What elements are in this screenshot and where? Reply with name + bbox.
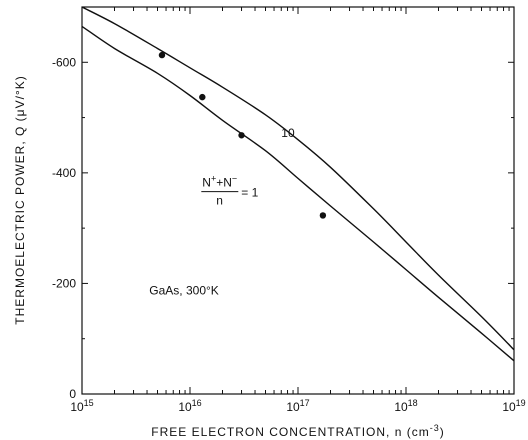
y-tick-label-2: -400 [52,166,76,180]
annotations: 10 N++N− n = 1 GaAs, 300°K [149,126,295,298]
y-axis-ticks: 0 -200 -400 -600 [52,55,514,401]
data-point-1 [199,93,206,101]
plot-frame [81,6,515,395]
x-axis-title: FREE ELECTRON CONCENTRATION, n (cm-3) [151,423,444,439]
curves [81,6,515,362]
x-axis-title-close: ) [440,425,445,439]
y-axis-title: THERMOELECTRIC POWER, Q (μV/°K) [13,75,27,324]
x-tick-label-2: 1017 [286,398,309,414]
curve-label-10: 10 [281,126,295,140]
x-tick-label-0: 1015 [70,398,93,414]
curve-series-1 [81,25,515,362]
y-tick-label-3: -600 [52,55,76,69]
x-axis-title-exp: -3 [430,423,440,433]
data-point-0 [158,51,166,59]
data-point-2 [238,132,245,139]
x-axis-title-main: FREE ELECTRON CONCENTRATION, n (cm [151,425,429,439]
fraction-equals: = 1 [241,186,258,200]
data-point-3 [319,212,327,219]
x-tick-label-3: 1018 [394,398,417,414]
fraction-denominator: n [216,194,223,208]
y-tick-label-1: -200 [52,276,76,290]
fraction-numerator: N++N− [202,174,237,190]
data-points [158,51,327,219]
sample-label: GaAs, 300°K [149,283,219,297]
x-tick-label-1: 1016 [178,398,201,414]
y-tick-label-0: 0 [69,387,76,401]
curve-series-10 [81,6,515,351]
x-tick-label-4: 1019 [502,398,525,414]
x-axis-ticks: 1015 1016 1017 1018 1019 [70,7,526,414]
